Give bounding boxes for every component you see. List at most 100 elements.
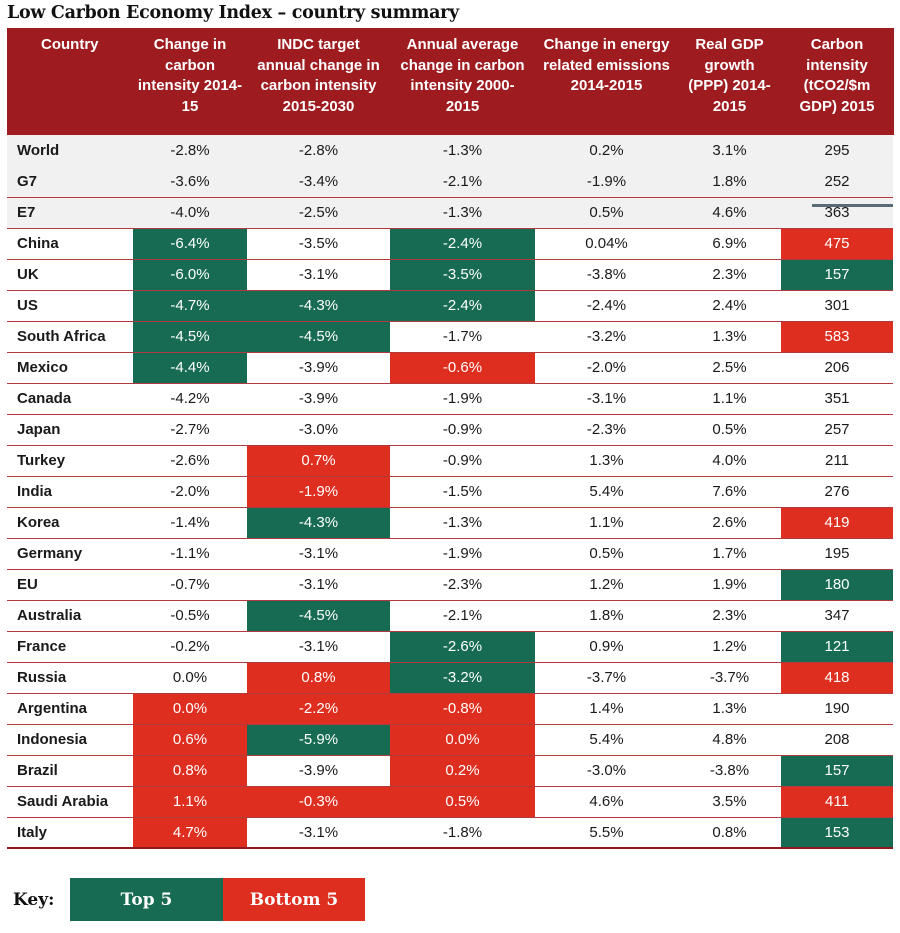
annual-average-change-cell: -3.2% [390, 662, 535, 694]
change-carbon-intensity-cell: -4.5% [133, 321, 247, 353]
carbon-intensity-cell: 418 [781, 662, 893, 694]
legend-key: Key: Top 5 Bottom 5 [13, 878, 365, 921]
country-cell: US [7, 290, 133, 322]
annual-average-change-cell: -2.6% [390, 631, 535, 663]
gdp-growth-cell: 6.9% [678, 228, 781, 260]
gdp-growth-cell: 3.5% [678, 786, 781, 818]
gdp-growth-cell: 2.6% [678, 507, 781, 539]
annual-average-change-cell: -1.9% [390, 383, 535, 415]
energy-emissions-change-cell: 5.5% [535, 817, 678, 849]
change-carbon-intensity-cell: -2.8% [133, 135, 247, 167]
energy-emissions-change-cell: 5.4% [535, 476, 678, 508]
indc-target-cell: -3.9% [247, 383, 390, 415]
gdp-growth-cell: 1.8% [678, 166, 781, 198]
table-row: India -2.0% -1.9% -1.5% 5.4% 7.6% 276 [7, 476, 893, 508]
indc-target-cell: -3.9% [247, 755, 390, 787]
country-cell: South Africa [7, 321, 133, 353]
country-cell: Japan [7, 414, 133, 446]
gdp-growth-cell: 7.6% [678, 476, 781, 508]
table-row: Turkey -2.6% 0.7% -0.9% 1.3% 4.0% 211 [7, 445, 893, 477]
carbon-intensity-cell: 351 [781, 383, 893, 415]
annual-average-change-cell: -0.8% [390, 693, 535, 725]
change-carbon-intensity-cell: -0.2% [133, 631, 247, 663]
key-bottom-5-swatch: Bottom 5 [223, 878, 365, 921]
country-cell: EU [7, 569, 133, 601]
table-row: UK -6.0% -3.1% -3.5% -3.8% 2.3% 157 [7, 259, 893, 291]
carbon-intensity-cell: 121 [781, 631, 893, 663]
annual-average-change-cell: -2.1% [390, 166, 535, 198]
table-row: Saudi Arabia 1.1% -0.3% 0.5% 4.6% 3.5% 411 [7, 786, 893, 818]
gdp-growth-cell: 3.1% [678, 135, 781, 167]
carbon-intensity-cell: 276 [781, 476, 893, 508]
change-carbon-intensity-cell: -4.2% [133, 383, 247, 415]
gdp-growth-cell: 1.9% [678, 569, 781, 601]
carbon-intensity-cell: 157 [781, 755, 893, 787]
table-row: France -0.2% -3.1% -2.6% 0.9% 1.2% 121 [7, 631, 893, 663]
country-cell: Russia [7, 662, 133, 694]
indc-target-cell: -2.2% [247, 693, 390, 725]
indc-target-cell: 0.7% [247, 445, 390, 477]
key-top-5-swatch: Top 5 [70, 878, 223, 921]
annual-average-change-cell: -0.6% [390, 352, 535, 384]
country-cell: Turkey [7, 445, 133, 477]
g7-underline-divider [812, 204, 893, 207]
carbon-intensity-cell: 583 [781, 321, 893, 353]
column-header-country: Country [7, 28, 134, 135]
table-row: US -4.7% -4.3% -2.4% -2.4% 2.4% 301 [7, 290, 893, 322]
energy-emissions-change-cell: -3.1% [535, 383, 678, 415]
carbon-intensity-cell: 475 [781, 228, 893, 260]
annual-average-change-cell: -0.9% [390, 445, 535, 477]
change-carbon-intensity-cell: 0.8% [133, 755, 247, 787]
change-carbon-intensity-cell: -4.7% [133, 290, 247, 322]
table-row: Mexico -4.4% -3.9% -0.6% -2.0% 2.5% 206 [7, 352, 893, 384]
table-row: World -2.8% -2.8% -1.3% 0.2% 3.1% 295 [7, 135, 893, 167]
country-cell: Indonesia [7, 724, 133, 756]
gdp-growth-cell: 1.7% [678, 538, 781, 570]
carbon-intensity-cell: 211 [781, 445, 893, 477]
gdp-growth-cell: 2.3% [678, 600, 781, 632]
annual-average-change-cell: -1.3% [390, 135, 535, 167]
energy-emissions-change-cell: 0.5% [535, 197, 678, 229]
table-row: E7 -4.0% -2.5% -1.3% 0.5% 4.6% 363 [7, 197, 893, 229]
carbon-intensity-cell: 295 [781, 135, 893, 167]
change-carbon-intensity-cell: -6.4% [133, 228, 247, 260]
carbon-intensity-cell: 347 [781, 600, 893, 632]
table-row: China -6.4% -3.5% -2.4% 0.04% 6.9% 475 [7, 228, 893, 260]
carbon-intensity-cell: 419 [781, 507, 893, 539]
indc-target-cell: -0.3% [247, 786, 390, 818]
table-row: Brazil 0.8% -3.9% 0.2% -3.0% -3.8% 157 [7, 755, 893, 787]
annual-average-change-cell: -1.8% [390, 817, 535, 849]
indc-target-cell: -3.1% [247, 569, 390, 601]
change-carbon-intensity-cell: 0.0% [133, 693, 247, 725]
country-cell: Germany [7, 538, 133, 570]
annual-average-change-cell: 0.5% [390, 786, 535, 818]
carbon-intensity-cell: 195 [781, 538, 893, 570]
energy-emissions-change-cell: 0.5% [535, 538, 678, 570]
energy-emissions-change-cell: -3.2% [535, 321, 678, 353]
indc-target-cell: -2.5% [247, 197, 390, 229]
change-carbon-intensity-cell: -3.6% [133, 166, 247, 198]
header-row: Country Change in carbon intensity 2014-… [7, 28, 894, 135]
energy-emissions-change-cell: 1.3% [535, 445, 678, 477]
gdp-growth-cell: 1.3% [678, 321, 781, 353]
indc-target-cell: -4.5% [247, 600, 390, 632]
table-title: Low Carbon Economy Index – country summa… [7, 3, 459, 23]
indc-target-cell: -3.1% [247, 817, 390, 849]
column-header-change-carbon-intensity: Change in carbon intensity 2014-15 [133, 28, 248, 135]
table-row: Argentina 0.0% -2.2% -0.8% 1.4% 1.3% 190 [7, 693, 893, 725]
annual-average-change-cell: -2.1% [390, 600, 535, 632]
country-cell: Canada [7, 383, 133, 415]
indc-target-cell: -5.9% [247, 724, 390, 756]
table-row: Korea -1.4% -4.3% -1.3% 1.1% 2.6% 419 [7, 507, 893, 539]
table-body: World -2.8% -2.8% -1.3% 0.2% 3.1% 295 G7 -3.6% -3… [7, 135, 893, 849]
country-cell: France [7, 631, 133, 663]
change-carbon-intensity-cell: -2.6% [133, 445, 247, 477]
energy-emissions-change-cell: 4.6% [535, 786, 678, 818]
key-label: Key: [13, 889, 55, 910]
table-row: South Africa -4.5% -4.5% -1.7% -3.2% 1.3% 583 [7, 321, 893, 353]
annual-average-change-cell: -2.4% [390, 228, 535, 260]
carbon-intensity-cell: 252 [781, 166, 893, 198]
gdp-growth-cell: 0.8% [678, 817, 781, 849]
annual-average-change-cell: -1.9% [390, 538, 535, 570]
table-row: Germany -1.1% -3.1% -1.9% 0.5% 1.7% 195 [7, 538, 893, 570]
